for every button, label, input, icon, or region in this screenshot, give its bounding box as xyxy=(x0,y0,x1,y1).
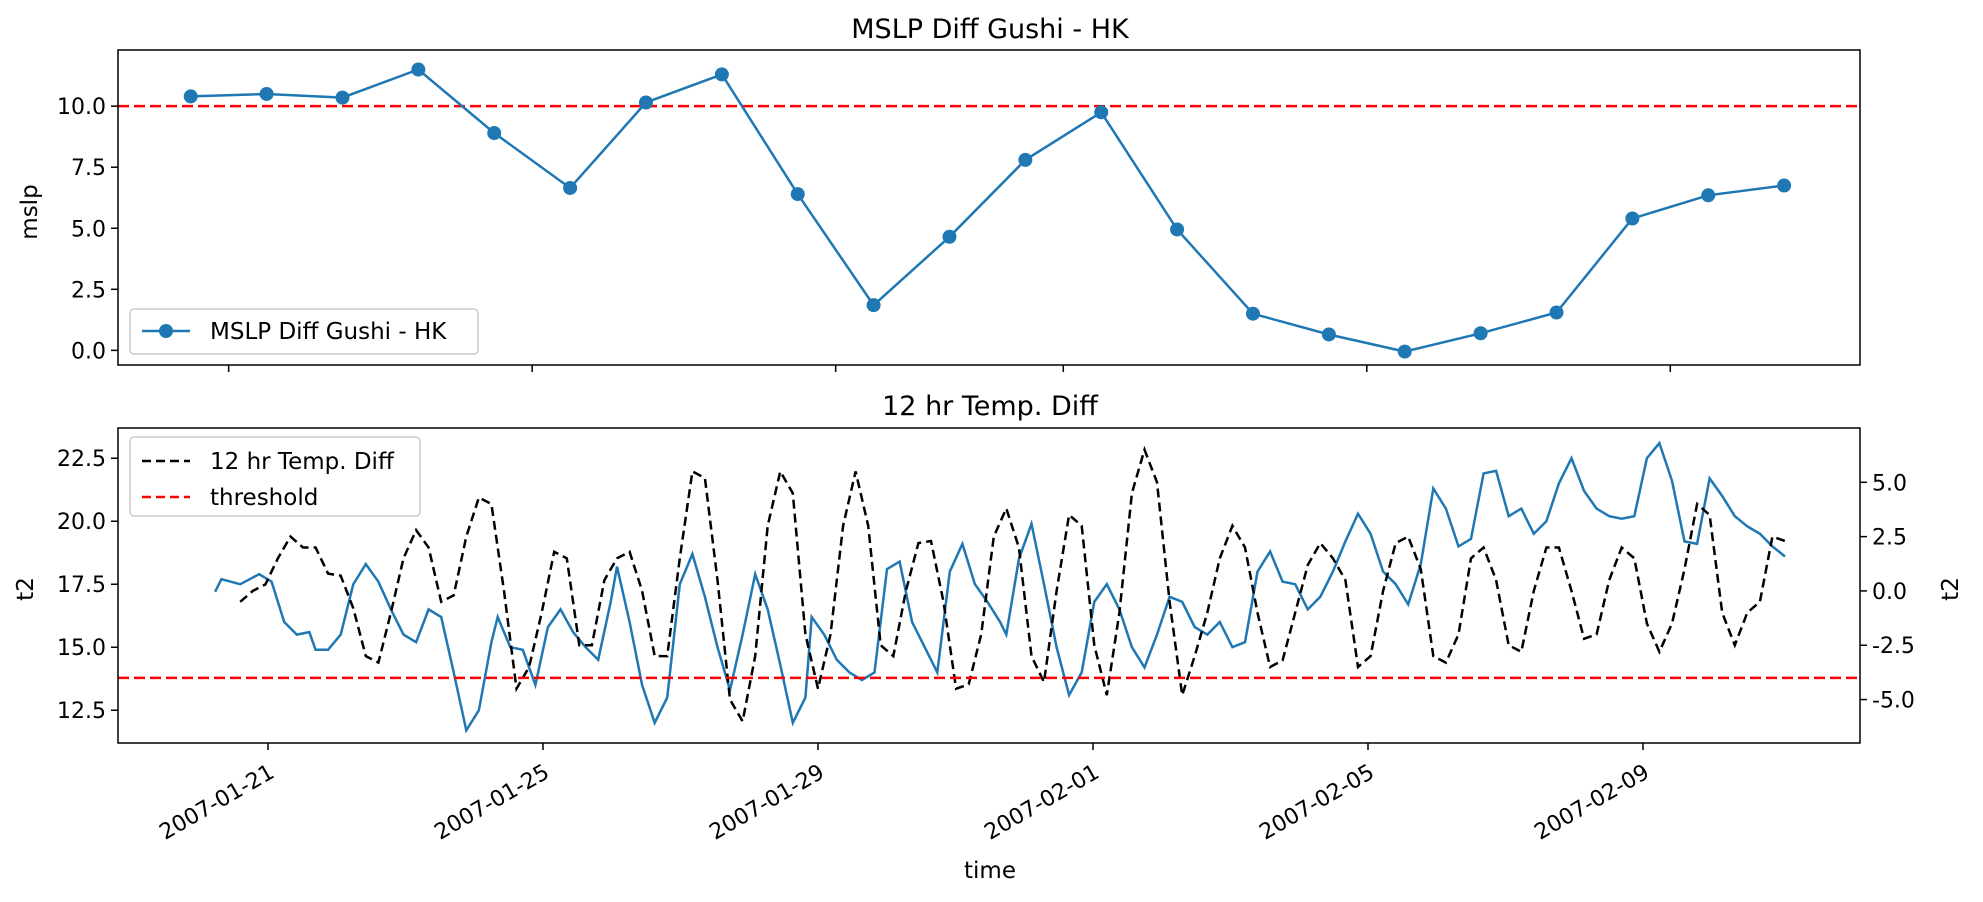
temp-axes-frame xyxy=(117,427,1861,744)
mslp-x-ticks xyxy=(227,365,1672,372)
mslp-legend: MSLP Diff Gushi - HK xyxy=(129,308,479,355)
t2-left-y-tick-label: 22.5 xyxy=(57,447,106,472)
mslp-data-point xyxy=(790,187,805,202)
mslp-data-point xyxy=(1170,222,1185,237)
mslp-y-axis-label: mslp xyxy=(17,184,43,239)
t2-left-axis-label: t2 xyxy=(13,577,39,601)
t2-right-y-tick-label: 2.5 xyxy=(1872,526,1907,551)
t2-left-y-ticks: 12.5 15.0 17.5 20.0 22.5 xyxy=(57,447,118,724)
mslp-data-point xyxy=(714,67,729,82)
mslp-data-point xyxy=(411,62,426,77)
temp-legend-diff-label: 12 hr Temp. Diff xyxy=(210,449,395,475)
mslp-data-point xyxy=(1321,327,1336,342)
mslp-y-tick-label: 0.0 xyxy=(71,339,106,364)
mslp-data-point xyxy=(866,298,881,313)
mslp-data-point xyxy=(1018,152,1033,167)
temp-legend-threshold-label: threshold xyxy=(210,485,318,511)
t2-right-y-ticks: -5.0 -2.5 0.0 2.5 5.0 xyxy=(1860,471,1915,714)
t2-left-y-tick-label: 15.0 xyxy=(57,636,106,661)
mslp-y-tick-label: 2.5 xyxy=(71,278,106,303)
mslp-data-point xyxy=(1777,178,1792,193)
mslp-y-tick-label: 5.0 xyxy=(71,217,106,242)
mslp-series-markers xyxy=(183,62,1792,359)
mslp-y-tick-label: 10.0 xyxy=(57,95,106,120)
mslp-legend-marker xyxy=(159,324,173,338)
mslp-legend-label: MSLP Diff Gushi - HK xyxy=(210,319,447,345)
mslp-data-point xyxy=(1094,105,1109,120)
mslp-data-point xyxy=(1245,306,1260,321)
mslp-data-point xyxy=(1701,188,1716,203)
mslp-data-point xyxy=(638,95,653,110)
mslp-legend-box xyxy=(129,308,479,355)
temp-diff-series-line xyxy=(239,445,1786,725)
mslp-y-tick-label: 7.5 xyxy=(71,156,106,181)
temp-chart-title: 12 hr Temp. Diff xyxy=(882,391,1099,422)
mslp-y-ticks: 0.0 2.5 5.0 7.5 10.0 xyxy=(57,95,118,364)
t2-left-y-tick-label: 20.0 xyxy=(57,510,106,535)
mslp-series-line xyxy=(190,68,1785,353)
t2-right-y-tick-label: 0.0 xyxy=(1872,580,1907,605)
t2-left-y-tick-label: 12.5 xyxy=(57,699,106,724)
mslp-data-point xyxy=(1473,326,1488,341)
t2-series-line xyxy=(213,440,1786,734)
t2-left-y-tick-label: 17.5 xyxy=(57,573,106,598)
t2-right-y-tick-label: -5.0 xyxy=(1872,689,1915,714)
mslp-data-point xyxy=(487,126,502,141)
mslp-data-point xyxy=(563,180,578,195)
t2-right-y-tick-label: 5.0 xyxy=(1872,471,1907,496)
mslp-axes-frame xyxy=(117,49,1861,366)
mslp-data-point xyxy=(942,229,957,244)
mslp-panel: MSLP Diff Gushi - HK mslp 0.0 2.5 5.0 7.5 10… xyxy=(17,14,1861,372)
t2-right-axis-label: t2 xyxy=(1938,577,1964,601)
mslp-data-point xyxy=(259,86,274,101)
x-axis-label: time xyxy=(964,858,1016,884)
t2-right-y-tick-label: -2.5 xyxy=(1872,634,1915,659)
mslp-data-point xyxy=(1397,344,1412,359)
mslp-data-point xyxy=(1549,305,1564,320)
mslp-data-point xyxy=(335,90,350,105)
mslp-data-point xyxy=(183,89,198,104)
temp-legend: 12 hr Temp. Diff threshold xyxy=(129,436,421,517)
temp-legend-box xyxy=(129,436,421,517)
mslp-chart-title: MSLP Diff Gushi - HK xyxy=(851,14,1130,45)
mslp-data-point xyxy=(1625,211,1640,226)
